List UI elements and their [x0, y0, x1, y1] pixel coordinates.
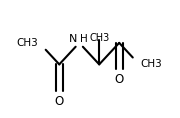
- Text: N: N: [69, 34, 77, 44]
- Text: H: H: [80, 34, 88, 44]
- Text: O: O: [114, 73, 124, 86]
- Text: CH3: CH3: [140, 59, 162, 69]
- Text: O: O: [55, 95, 64, 108]
- Text: CH3: CH3: [89, 33, 109, 43]
- Text: CH3: CH3: [17, 38, 39, 48]
